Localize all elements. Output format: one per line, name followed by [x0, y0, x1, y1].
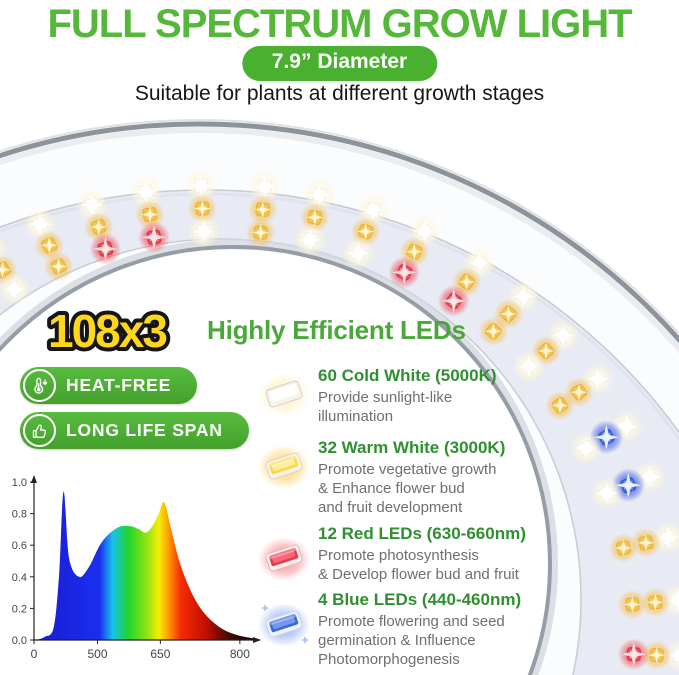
svg-text:0.0: 0.0	[12, 635, 27, 647]
svg-text:108x3: 108x3	[48, 305, 166, 357]
svg-text:0.4: 0.4	[12, 572, 27, 584]
blue-chip-icon	[258, 603, 310, 647]
thumbs-up-icon	[23, 414, 56, 447]
led-type-row-cold-white: 60 Cold White (5000K) Provide sunlight-l…	[256, 366, 497, 426]
long-life-span-label: LONG LIFE SPAN	[66, 420, 223, 440]
led-type-row-red: 12 Red LEDs (630-660nm) Promote photosyn…	[256, 524, 526, 586]
led-count-heading: 108x3 Highly Efficient LEDs	[44, 300, 466, 362]
diameter-badge: 7.9” Diameter	[241, 46, 438, 81]
svg-text:1.0: 1.0	[12, 477, 27, 489]
led-type-text: 4 Blue LEDs (440-460nm) Promote flowerin…	[318, 590, 521, 669]
led-type-text: 60 Cold White (5000K) Provide sunlight-l…	[318, 366, 497, 426]
led-type-heading: 4 Blue LEDs (440-460nm)	[318, 590, 522, 609]
led-type-heading: 60 Cold White (5000K)	[318, 366, 497, 385]
subtitle: Suitable for plants at different growth …	[134, 82, 545, 105]
led-count-outlined-text: 108x3	[44, 301, 172, 361]
heat-free-label: HEAT-FREE	[66, 375, 172, 395]
cold-white-chip-icon	[258, 373, 310, 417]
thermometer-down-icon	[23, 369, 56, 402]
svg-text:650: 650	[150, 647, 170, 661]
warm-white-chip-icon	[258, 445, 310, 489]
led-type-text: 12 Red LEDs (630-660nm) Promote photosyn…	[318, 524, 526, 586]
svg-text:0: 0	[31, 647, 38, 661]
led-type-row-blue: 4 Blue LEDs (440-460nm) Promote flowerin…	[256, 590, 521, 669]
svg-text:0.2: 0.2	[12, 603, 27, 615]
leds-heading-text: Highly Efficient LEDs	[207, 315, 466, 345]
led-type-description: Promote photosynthesis & Develop flower …	[318, 546, 519, 583]
led-type-text: 32 Warm White (3000K) Promote vegetative…	[318, 438, 505, 517]
svg-text:800: 800	[230, 647, 250, 661]
led-type-description: Provide sunlight-like illumination	[318, 388, 453, 425]
led-type-heading: 32 Warm White (3000K)	[318, 438, 506, 457]
svg-text:500: 500	[87, 647, 107, 661]
led-type-description: Promote vegetative growth & Enhance flow…	[318, 460, 497, 516]
long-life-span-badge: LONG LIFE SPAN	[20, 412, 249, 449]
led-type-heading: 12 Red LEDs (630-660nm)	[318, 524, 526, 543]
svg-text:0.8: 0.8	[12, 509, 27, 521]
feature-badges: HEAT-FREE LONG LIFE SPAN	[20, 367, 249, 457]
spectrum-chart: 0.0 0.2 0.4 0.6 0.8 1.0 0 500 650 800	[12, 475, 261, 661]
page-title: FULL SPECTRUM GROW LIGHT	[47, 2, 632, 46]
led-type-row-warm-white: 32 Warm White (3000K) Promote vegetative…	[256, 438, 505, 517]
heat-free-badge: HEAT-FREE	[20, 367, 198, 404]
svg-text:0.6: 0.6	[12, 540, 27, 552]
led-type-description: Promote flowering and seed germination &…	[318, 612, 505, 668]
red-chip-icon	[258, 537, 310, 581]
